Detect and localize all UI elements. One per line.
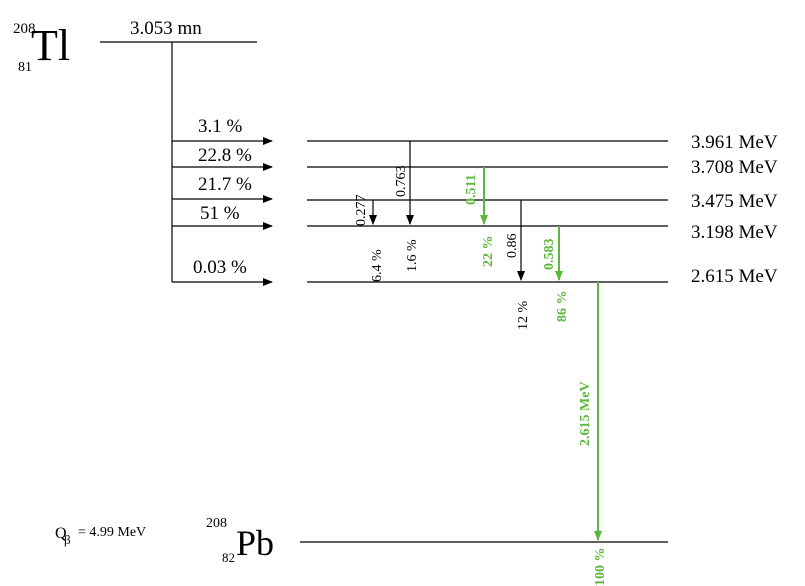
gamma-energy: 0.511 bbox=[464, 174, 479, 205]
beta-branch-intensity: 21.7 % bbox=[198, 174, 252, 195]
level-energy: 2.615 MeV bbox=[691, 266, 778, 287]
parent-atomic-number: 81 bbox=[18, 60, 32, 75]
level-energy: 3.708 MeV bbox=[691, 157, 778, 178]
gamma-intensity: 100 % bbox=[593, 548, 608, 586]
q-value-amount: = 4.99 MeV bbox=[78, 525, 146, 540]
daughter-mass-number: 208 bbox=[206, 516, 227, 531]
parent-half-life: 3.053 mn bbox=[130, 18, 202, 39]
daughter-nucleus-label: 208 82 Pb bbox=[206, 516, 274, 565]
gamma-energy: 0.583 bbox=[542, 239, 557, 271]
gamma-intensity: 86 % bbox=[555, 291, 570, 323]
gamma-intensity: 6.4 % bbox=[370, 249, 385, 282]
gamma-energy: 0.86 bbox=[505, 234, 520, 259]
beta-branch-intensity: 3.1 % bbox=[198, 116, 243, 137]
beta-branch-intensity: 22.8 % bbox=[198, 145, 252, 166]
parent-nucleus-label: 208 81 Tl bbox=[13, 21, 70, 75]
level-energy: 3.198 MeV bbox=[691, 222, 778, 243]
q-value-symbol: Q bbox=[55, 525, 67, 542]
gamma-energy: 0.763 bbox=[394, 166, 409, 198]
gamma-energy: 2.615 MeV bbox=[578, 381, 593, 446]
parent-symbol: Tl bbox=[31, 21, 70, 70]
gamma-intensity: 22 % bbox=[481, 236, 496, 268]
excited-levels: 3.961 MeV 3.708 MeV 3.475 MeV 3.198 MeV … bbox=[307, 132, 778, 287]
beta-branch-intensity: 0.03 % bbox=[193, 257, 247, 278]
gamma-energy: 0.277 bbox=[354, 195, 369, 227]
beta-branch-intensity: 51 % bbox=[200, 203, 240, 224]
daughter-symbol: Pb bbox=[236, 523, 274, 563]
parent-mass-number: 208 bbox=[13, 21, 36, 37]
beta-branches: 3.1 % 22.8 % 21.7 % 51 % 0.03 % bbox=[172, 116, 273, 286]
level-energy: 3.475 MeV bbox=[691, 191, 778, 212]
daughter-atomic-number: 82 bbox=[222, 550, 235, 565]
gamma-intensity: 1.6 % bbox=[405, 239, 420, 272]
gamma-intensity: 12 % bbox=[516, 301, 531, 331]
q-value-subscript: β bbox=[64, 532, 71, 547]
level-energy: 3.961 MeV bbox=[691, 132, 778, 153]
gamma-transitions: 0.277 6.4 % 0.763 1.6 % 0.511 22 % 0.86 … bbox=[354, 141, 608, 586]
q-value-label: Q β = 4.99 MeV bbox=[55, 525, 146, 547]
